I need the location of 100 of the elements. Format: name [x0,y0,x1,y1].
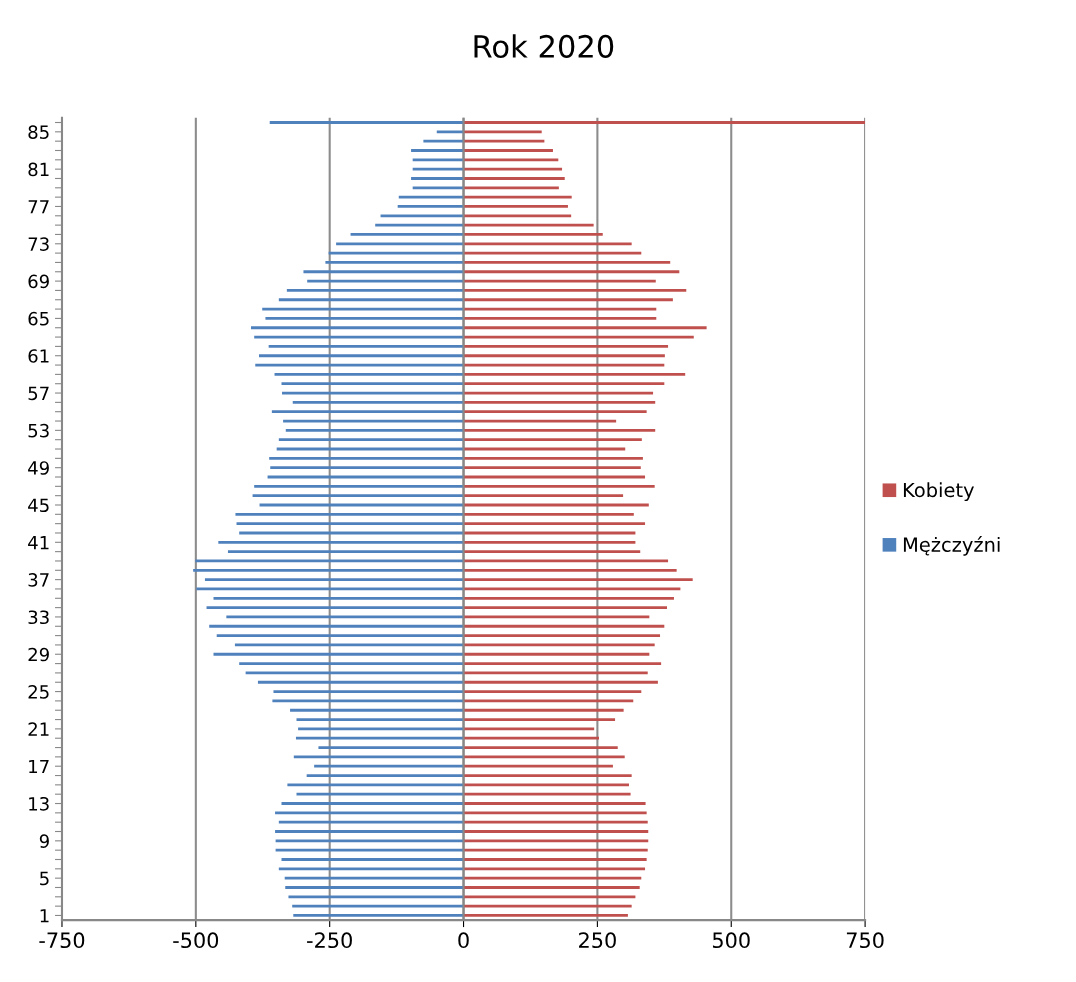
bar [204,578,464,582]
bar [209,624,464,628]
y-tick-label: 17 [29,759,49,774]
bar [314,764,464,768]
y-tick-label: 1 [40,909,49,923]
bar [278,820,464,824]
x-tick-label: 0 [458,932,469,949]
x-tick-label: -750 [39,932,85,949]
bar [463,354,665,358]
bar [290,708,464,712]
bar [412,186,464,190]
y-tick-label: 33 [28,610,49,625]
bar [380,214,464,218]
bar [463,876,642,880]
bar [325,261,464,264]
bar [463,708,624,712]
bar [463,690,642,693]
bar [463,904,632,908]
bar [463,802,646,805]
y-tick-label: 41 [28,536,49,550]
bar [463,596,674,600]
bar [397,205,464,208]
bar [463,195,572,199]
x-tick-label: 250 [579,932,616,949]
bar [463,242,632,246]
bar [292,904,464,908]
y-tick-label: 81 [28,162,49,177]
bar [227,550,464,554]
bar [293,914,464,917]
bar [463,578,693,582]
bar [463,624,665,628]
bar [292,400,464,404]
bar [463,718,616,721]
bar [463,755,625,759]
x-tick-label: 500 [712,932,750,949]
bar [463,662,662,665]
bar [463,410,647,414]
bar [463,746,618,749]
bar [463,298,673,302]
bar [274,372,464,376]
bar [463,317,657,320]
y-tick-label: 73 [28,237,49,251]
bar [463,839,649,843]
bar [463,456,643,460]
y-tick-label: 61 [28,349,49,363]
bar [250,326,464,330]
bar [306,774,464,777]
y-tick-label: 57 [28,386,49,401]
bar [463,233,603,236]
y-tick-label: 37 [28,573,49,587]
bar [398,195,464,199]
bar [463,606,667,610]
bar [275,811,464,815]
bar [298,727,464,731]
bar [463,811,647,815]
bar [295,736,464,740]
bar [265,317,464,320]
bar [463,792,631,796]
bar [463,186,559,190]
bar [463,764,613,768]
bar [216,634,464,637]
y-tick-label: 49 [28,461,49,475]
bar [275,830,464,833]
bar [296,792,464,796]
bar [463,512,634,516]
bar [463,820,648,824]
bar [463,466,641,470]
bar [318,746,464,749]
bar [254,484,464,488]
y-tick-label: 5 [40,871,49,886]
bar [463,494,624,498]
y-tick-label: 85 [28,125,49,139]
y-tick-label: 29 [28,647,49,662]
bar [463,139,545,143]
bar [463,736,599,740]
bar [269,121,464,124]
bar [463,167,563,171]
bar [206,606,464,610]
bar [412,158,464,162]
bar [463,326,707,330]
bar [218,540,464,544]
legend-label: Kobiety [903,482,974,502]
x-tick-label: -250 [307,932,352,949]
y-tick-label: 53 [28,423,49,438]
bar [463,130,542,134]
bar [463,774,632,777]
bar [463,438,642,442]
bar [463,634,661,637]
bar [423,139,464,143]
bar [257,680,464,684]
bar [269,456,464,460]
bar [252,494,464,498]
bar [463,783,629,787]
bar [463,886,640,889]
bar [271,410,464,414]
bar [463,652,650,656]
bar [278,438,464,442]
bar [463,867,646,871]
bar [268,345,464,348]
bar [463,400,656,404]
